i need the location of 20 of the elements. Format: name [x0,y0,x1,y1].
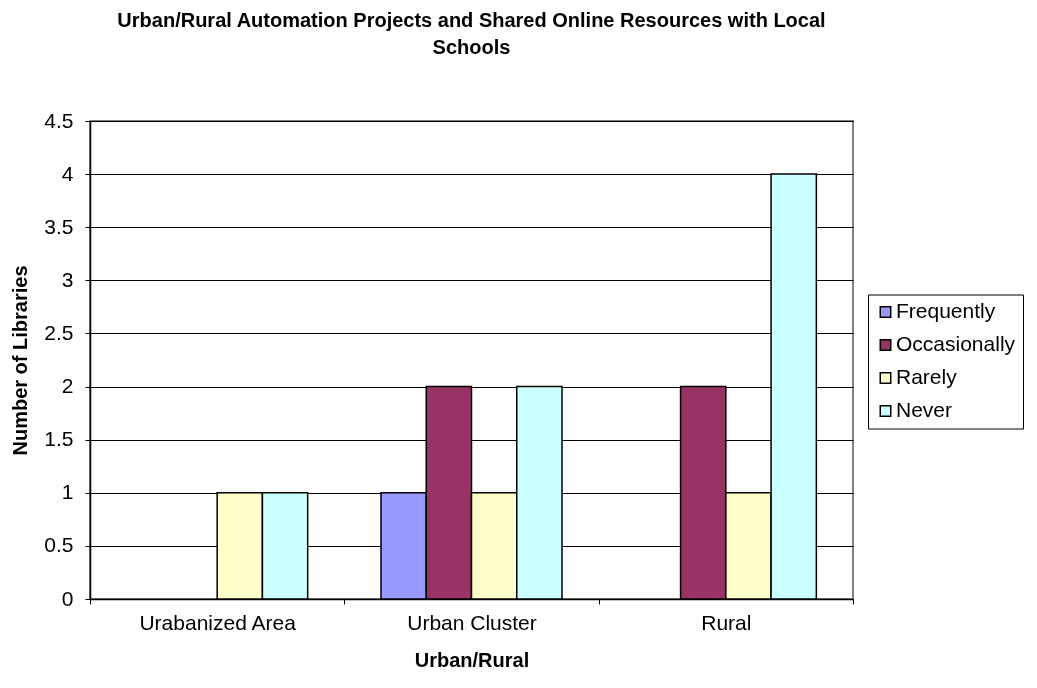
y-tick-label: 1 [61,480,74,504]
y-tick-label: 2 [61,374,74,398]
y-tick-label: 1.5 [44,427,74,451]
y-tick-label: 4.5 [44,108,74,132]
x-tick-label: Urban Cluster [407,610,537,634]
legend-label: Occasionally [896,332,1016,355]
chart-title: Urban/Rural Automation Projects and Shared Online Resources with Local Schools [117,9,826,58]
y-tick-label: 0.5 [44,533,74,557]
y-tick-label: 0 [61,586,74,610]
x-tick-label: Urabanized Area [139,610,297,634]
y-tick-label: 4 [61,161,74,185]
y-tick-label: 3 [61,267,74,291]
legend-label: Rarely [896,365,958,388]
x-tick-label: Rural [701,610,752,634]
y-tick-label: 3.5 [44,214,74,238]
legend-label: Frequently [896,299,996,322]
y-tick-label: 2.5 [44,320,74,344]
legend-label: Never [896,398,953,421]
y-axis-title: Number of Libraries [9,265,32,456]
x-axis-title: Urban/Rural [414,648,530,671]
